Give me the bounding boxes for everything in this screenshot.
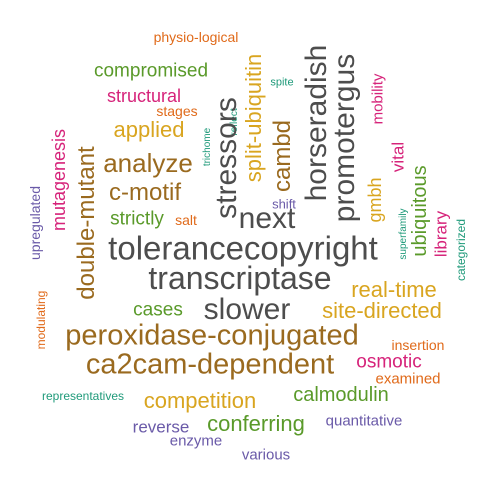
word-salt: salt: [175, 212, 197, 228]
word-enzyme: enzyme: [169, 432, 223, 450]
word-vital: vital: [388, 141, 408, 173]
word-osmotic: osmotic: [356, 351, 422, 373]
word-stages: stages: [156, 103, 198, 119]
word-next: next: [238, 202, 296, 235]
word-superfamily: superfamily: [398, 208, 409, 260]
word-mutagenesis: mutagenesis: [49, 128, 69, 232]
word-c-motif: c-motif: [109, 179, 181, 206]
word-double-mutant: double-mutant: [73, 146, 100, 300]
word-representatives: representatives: [41, 389, 125, 403]
word-real-time: real-time: [351, 277, 437, 302]
word-compromised: compromised: [93, 60, 209, 82]
word-cases: cases: [133, 299, 183, 321]
word-slower: slower: [203, 293, 291, 326]
word-stressors: stressors: [210, 97, 243, 219]
word-ca2cam-dependent: ca2cam-dependent: [85, 348, 335, 381]
word-modulating: modulating: [34, 290, 48, 350]
word-strictly: strictly: [110, 208, 164, 230]
word-analyze: analyze: [103, 148, 193, 178]
word-insertion: insertion: [391, 337, 445, 353]
word-gmbh: gmbh: [365, 177, 385, 223]
word-split-ubiquitin: split-ubiquitin: [241, 53, 266, 183]
word-transcriptase: transcriptase: [148, 260, 332, 296]
word-structural: structural: [106, 86, 182, 106]
word-upregulated: upregulated: [27, 186, 43, 260]
word-quantitative: quantitative: [325, 412, 403, 430]
word-various: various: [241, 446, 291, 464]
word-tolerancecopyright: tolerancecopyright: [108, 229, 378, 267]
word-library: library: [431, 210, 451, 258]
word-categorized: categorized: [454, 218, 468, 282]
word-competition: competition: [143, 388, 257, 413]
word-spite: spite: [270, 76, 294, 89]
word-reverse: reverse: [132, 417, 190, 437]
word-mobility: mobility: [369, 73, 387, 125]
word-examined: examined: [375, 370, 441, 388]
word-site-directed: site-directed: [322, 298, 442, 323]
word-peroxidase-conjugated: peroxidase-conjugated: [65, 319, 359, 352]
word-ubiquitous: ubiquitous: [409, 165, 431, 257]
word-cambd: cambd: [269, 119, 296, 193]
word-shift: shift: [272, 196, 296, 212]
word-calmodulin: calmodulin: [293, 384, 389, 406]
word-conferring: conferring: [207, 411, 305, 436]
word-physio-logical: physio-logical: [153, 29, 239, 45]
word-applied: applied: [113, 117, 185, 142]
word-promotergus: promotergus: [328, 53, 361, 223]
